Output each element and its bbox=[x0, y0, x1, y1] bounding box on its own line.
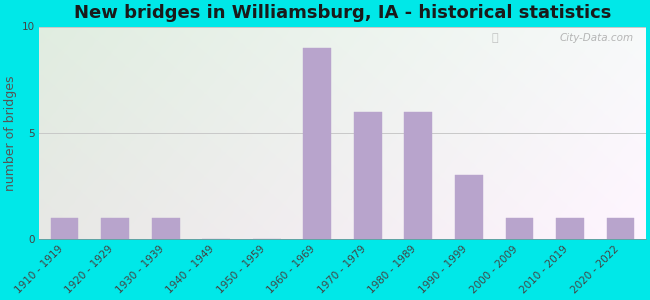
Bar bbox=[152, 218, 179, 239]
Bar bbox=[455, 176, 483, 239]
Text: Ⓢ: Ⓢ bbox=[491, 33, 498, 43]
Text: City-Data.com: City-Data.com bbox=[560, 33, 634, 43]
Bar bbox=[304, 48, 332, 239]
Bar bbox=[606, 218, 634, 239]
Bar bbox=[556, 218, 584, 239]
Title: New bridges in Williamsburg, IA - historical statistics: New bridges in Williamsburg, IA - histor… bbox=[74, 4, 611, 22]
Bar bbox=[51, 218, 79, 239]
Bar bbox=[354, 112, 382, 239]
Bar bbox=[506, 218, 534, 239]
Y-axis label: number of bridges: number of bridges bbox=[4, 75, 17, 190]
Bar bbox=[101, 218, 129, 239]
Bar bbox=[404, 112, 432, 239]
